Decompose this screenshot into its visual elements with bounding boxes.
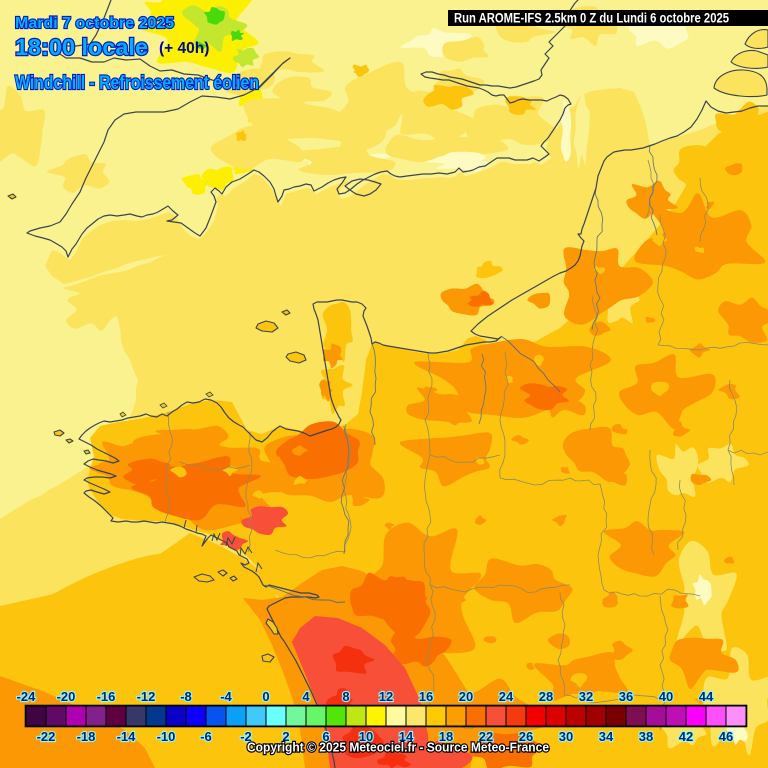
- svg-text:30: 30: [559, 729, 573, 744]
- svg-text:-6: -6: [200, 729, 212, 744]
- svg-text:12: 12: [379, 689, 393, 704]
- svg-text:20: 20: [459, 689, 473, 704]
- svg-text:38: 38: [639, 729, 653, 744]
- svg-text:-20: -20: [57, 689, 76, 704]
- svg-text:14: 14: [399, 729, 414, 744]
- svg-text:-24: -24: [17, 689, 37, 704]
- svg-text:(+ 40h): (+ 40h): [159, 40, 209, 57]
- svg-text:-10: -10: [157, 729, 176, 744]
- svg-text:16: 16: [419, 689, 433, 704]
- svg-text:Run AROME-IFS 2.5km 0 Z du Lun: Run AROME-IFS 2.5km 0 Z du Lundi 6 octob…: [454, 11, 729, 26]
- svg-text:28: 28: [539, 689, 553, 704]
- svg-text:42: 42: [679, 729, 693, 744]
- svg-text:-18: -18: [77, 729, 96, 744]
- svg-text:44: 44: [699, 689, 714, 704]
- svg-text:2: 2: [282, 729, 289, 744]
- svg-text:6: 6: [322, 729, 329, 744]
- svg-text:36: 36: [619, 689, 633, 704]
- svg-text:0: 0: [262, 689, 269, 704]
- svg-text:34: 34: [599, 729, 614, 744]
- svg-text:-22: -22: [37, 729, 56, 744]
- svg-text:Windchill - Refroissement éoli: Windchill - Refroissement éolien: [15, 73, 259, 94]
- svg-text:40: 40: [659, 689, 673, 704]
- svg-text:4: 4: [302, 689, 310, 704]
- svg-text:Mardi 7 octobre 2025: Mardi 7 octobre 2025: [15, 15, 174, 32]
- svg-text:18: 18: [439, 729, 453, 744]
- svg-text:-8: -8: [180, 689, 192, 704]
- svg-text:10: 10: [359, 729, 373, 744]
- svg-text:46: 46: [719, 729, 733, 744]
- svg-text:22: 22: [479, 729, 493, 744]
- svg-text:24: 24: [499, 689, 514, 704]
- svg-text:-16: -16: [97, 689, 116, 704]
- svg-text:-14: -14: [117, 729, 137, 744]
- svg-text:32: 32: [579, 689, 593, 704]
- svg-text:8: 8: [342, 689, 349, 704]
- svg-text:Copyright © 2025 Meteociel.fr: Copyright © 2025 Meteociel.fr - Source M…: [247, 740, 549, 755]
- svg-text:-12: -12: [137, 689, 156, 704]
- svg-text:18:00 locale: 18:00 locale: [15, 34, 148, 60]
- svg-text:-4: -4: [220, 689, 232, 704]
- svg-text:-2: -2: [240, 729, 252, 744]
- svg-text:26: 26: [519, 729, 533, 744]
